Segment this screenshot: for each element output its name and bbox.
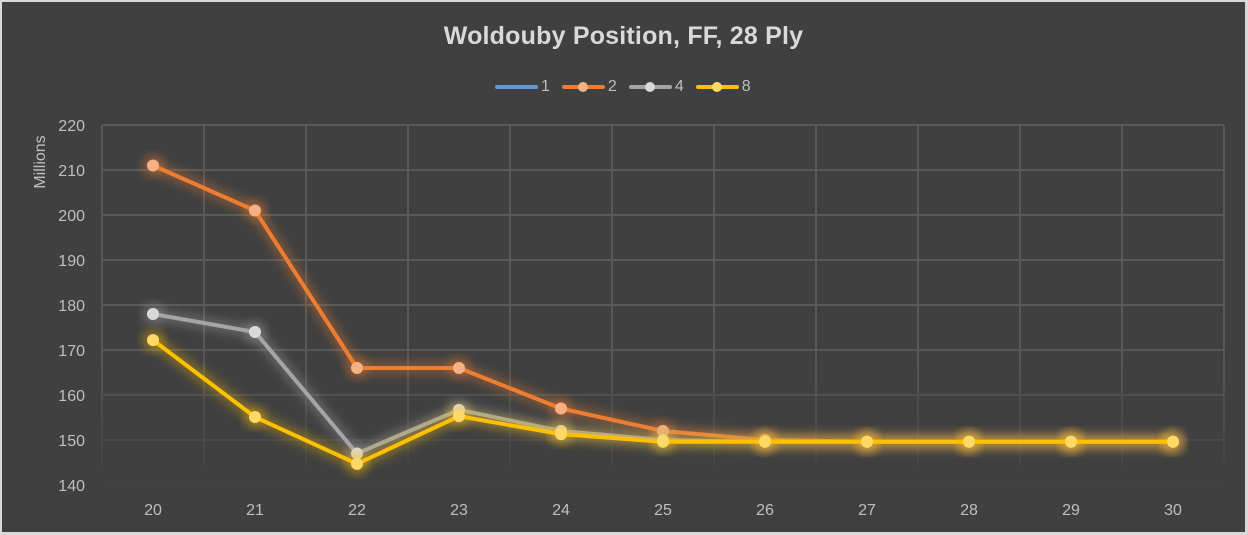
y-axis-title: Millions [32,135,49,188]
data-point [453,410,465,423]
legend-item-4: 4 [628,77,684,97]
x-tick-label: 27 [858,502,876,519]
y-tick-label: 150 [58,433,85,450]
data-point [555,428,567,441]
legend: 1 2 4 8 [495,77,763,97]
x-tick-label: 28 [960,502,978,519]
data-point [555,402,567,415]
x-axis-ticks: 20 21 22 23 24 25 26 27 28 29 30 [144,502,1182,519]
x-tick-label: 20 [144,502,162,519]
legend-label: 1 [541,78,550,95]
data-point [861,435,873,448]
y-tick-label: 170 [58,343,85,360]
y-tick-label: 190 [58,253,85,270]
legend-swatch-icon [628,77,672,97]
data-point [249,204,261,217]
legend-swatch-icon [495,77,538,97]
x-tick-label: 29 [1062,502,1080,519]
x-tick-label: 23 [450,502,468,519]
x-tick-label: 24 [552,502,570,519]
data-point [963,435,975,448]
y-tick-label: 180 [58,298,85,315]
series-2 [142,154,1184,453]
series-8 [142,329,1184,475]
data-point [351,362,363,374]
legend-item-2: 2 [561,77,617,97]
y-tick-label: 160 [58,388,85,405]
data-point [759,435,771,448]
y-tick-label: 210 [58,163,85,180]
legend-label: 2 [607,78,617,95]
legend-item-8: 8 [695,77,751,97]
data-point [249,326,261,338]
y-axis-ticks: 140 150 160 170 180 190 200 210 220 [58,118,85,495]
chart-title: Woldouby Position, FF, 28 Ply [443,22,804,50]
data-point [249,411,261,424]
data-point [1065,435,1077,448]
legend-label: 4 [674,78,684,95]
legend-swatch-icon [695,77,739,97]
y-tick-label: 220 [58,118,85,135]
data-point [147,308,159,320]
x-tick-label: 22 [348,502,366,519]
x-tick-label: 26 [756,502,774,519]
data-point [147,159,159,172]
x-tick-label: 21 [246,502,264,519]
legend-swatch-icon [561,77,605,97]
x-tick-label: 30 [1164,502,1182,519]
data-point [1167,435,1179,448]
data-point [453,362,465,374]
y-tick-label: 140 [58,478,85,495]
legend-label: 8 [741,78,751,95]
y-tick-label: 200 [58,208,85,225]
gridlines [101,124,1225,486]
data-point [657,435,669,448]
legend-item-1: 1 [495,77,550,97]
data-point [147,334,159,347]
x-tick-label: 25 [654,502,672,519]
data-point [351,457,363,470]
